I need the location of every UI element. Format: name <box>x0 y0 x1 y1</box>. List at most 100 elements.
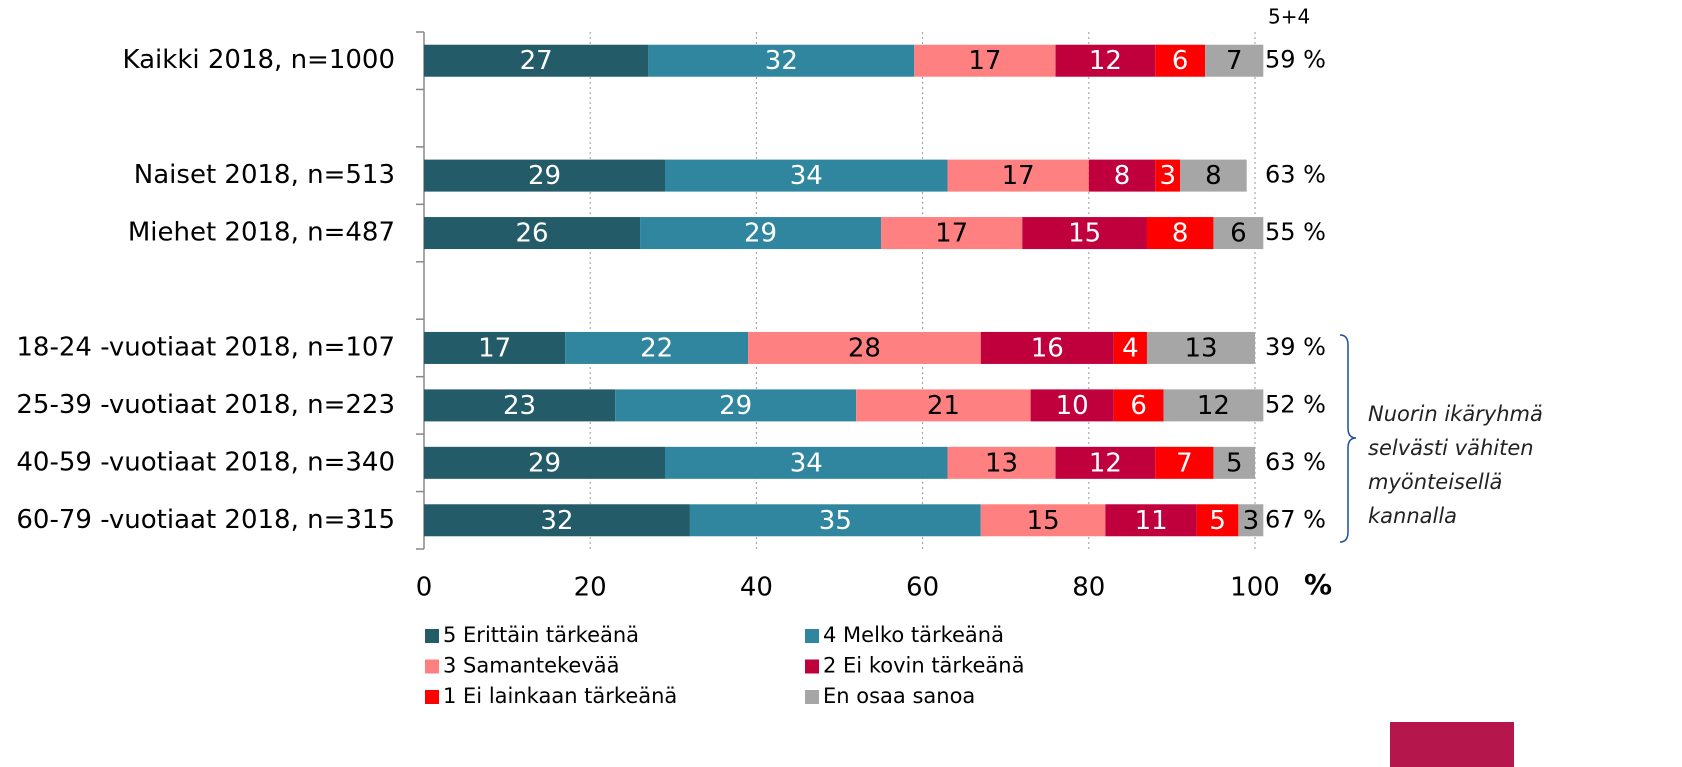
bar-segment <box>1163 389 1264 422</box>
data-label: 32 <box>540 506 573 536</box>
bar-segment <box>881 217 1023 250</box>
bar-segment <box>1196 504 1239 537</box>
data-label: 26 <box>515 219 548 249</box>
bar-segment <box>424 504 690 537</box>
legend-label: 4 Melko tärkeänä <box>823 623 1004 647</box>
data-label: 8 <box>1114 161 1131 191</box>
bar-segment <box>1030 389 1114 422</box>
total-label: 55 % <box>1265 218 1326 246</box>
bar-segment <box>424 159 665 192</box>
annotation: myönteisellä <box>1368 470 1502 494</box>
data-label: 29 <box>719 391 752 421</box>
x-tick-label: 60 <box>906 573 939 603</box>
annotation: selvästi vähiten <box>1368 436 1534 460</box>
data-label: 23 <box>503 391 536 421</box>
bar-segment <box>1213 217 1264 250</box>
data-label: 29 <box>744 219 777 249</box>
annotation: Nuorin ikäryhmä <box>1368 402 1543 426</box>
legend-label: En osaa sanoa <box>823 684 975 708</box>
x-axis-label: % <box>1304 568 1332 601</box>
category-label: Miehet 2018, n=487 <box>128 218 395 248</box>
legend-swatch <box>805 659 819 674</box>
bar-segment <box>1205 44 1264 77</box>
total-label: 63 % <box>1265 161 1326 189</box>
annotation: kannalla <box>1368 504 1457 528</box>
data-label: 32 <box>765 46 798 76</box>
data-label: 35 <box>819 506 852 536</box>
bar-segment <box>664 159 948 192</box>
data-label: 7 <box>1176 448 1193 478</box>
category-label: 25-39 -vuotiaat 2018, n=223 <box>16 390 395 420</box>
legend-swatch <box>805 690 819 704</box>
logo <box>1390 722 1514 767</box>
legend-label: 3 Samantekevää <box>443 654 620 678</box>
legend-label: 2 Ei kovin tärkeänä <box>823 654 1024 678</box>
data-label: 29 <box>528 161 561 191</box>
data-label: 17 <box>935 219 968 249</box>
data-label: 15 <box>1027 506 1060 536</box>
data-label: 13 <box>1184 333 1217 363</box>
x-tick-label: 100 <box>1230 573 1280 603</box>
data-label: 17 <box>478 333 511 363</box>
data-label: 16 <box>1031 333 1064 363</box>
bar-segment <box>689 504 981 537</box>
bar-segment <box>1213 446 1255 479</box>
bar-segment <box>1055 44 1156 77</box>
category-label: 40-59 -vuotiaat 2018, n=340 <box>16 447 395 477</box>
bar-segment <box>748 331 981 364</box>
totals-header: 5+4 <box>1268 5 1310 29</box>
bar-segment <box>1113 389 1164 422</box>
bar-segment <box>980 331 1114 364</box>
category-label: 60-79 -vuotiaat 2018, n=315 <box>16 505 395 535</box>
bar-segment <box>424 217 641 250</box>
bar-segment <box>424 446 665 479</box>
bar-segment <box>856 389 1031 422</box>
data-label: 8 <box>1172 219 1189 249</box>
bar-segment <box>640 217 882 250</box>
bar-segment <box>664 446 948 479</box>
data-label: 6 <box>1230 219 1247 249</box>
data-label: 7 <box>1226 46 1243 76</box>
data-label: 27 <box>520 46 553 76</box>
data-label: 17 <box>1002 161 1035 191</box>
data-label: 3 <box>1159 161 1176 191</box>
x-tick-label: 80 <box>1072 573 1105 603</box>
x-tick-label: 0 <box>416 573 433 603</box>
data-label: 3 <box>1243 506 1260 536</box>
total-label: 67 % <box>1265 505 1326 533</box>
bar-segment <box>424 44 649 77</box>
bar-segment <box>1146 217 1214 250</box>
bar-segment <box>1155 44 1206 77</box>
x-tick-label: 40 <box>740 573 773 603</box>
category-label: Kaikki 2018, n=1000 <box>123 45 395 75</box>
data-label: 12 <box>1089 448 1122 478</box>
legend-swatch <box>805 629 819 643</box>
legend-label: 1 Ei lainkaan tärkeänä <box>443 684 677 708</box>
data-label: 5 <box>1209 506 1226 536</box>
data-label: 15 <box>1068 219 1101 249</box>
bar-segment <box>424 331 566 364</box>
bar-segment <box>1238 504 1264 537</box>
legend-label: 5 Erittäin tärkeänä <box>443 623 639 647</box>
category-label: Naiset 2018, n=513 <box>134 160 395 190</box>
data-label: 29 <box>528 448 561 478</box>
data-label: 12 <box>1089 46 1122 76</box>
data-label: 6 <box>1130 391 1147 421</box>
bar-segment <box>947 446 1056 479</box>
data-label: 22 <box>640 333 673 363</box>
data-label: 5 <box>1226 448 1243 478</box>
legend-swatch <box>425 629 439 643</box>
bracket <box>1339 334 1357 543</box>
x-tick-label: 20 <box>574 573 607 603</box>
bar-segment <box>1146 331 1255 364</box>
bar-segment <box>1055 446 1156 479</box>
data-label: 12 <box>1197 391 1230 421</box>
bar-segment <box>615 389 857 422</box>
bar-segment <box>424 389 616 422</box>
data-label: 17 <box>968 46 1001 76</box>
total-label: 63 % <box>1265 448 1326 476</box>
data-label: 28 <box>848 333 881 363</box>
total-label: 39 % <box>1265 333 1326 361</box>
total-label: 52 % <box>1265 390 1326 418</box>
